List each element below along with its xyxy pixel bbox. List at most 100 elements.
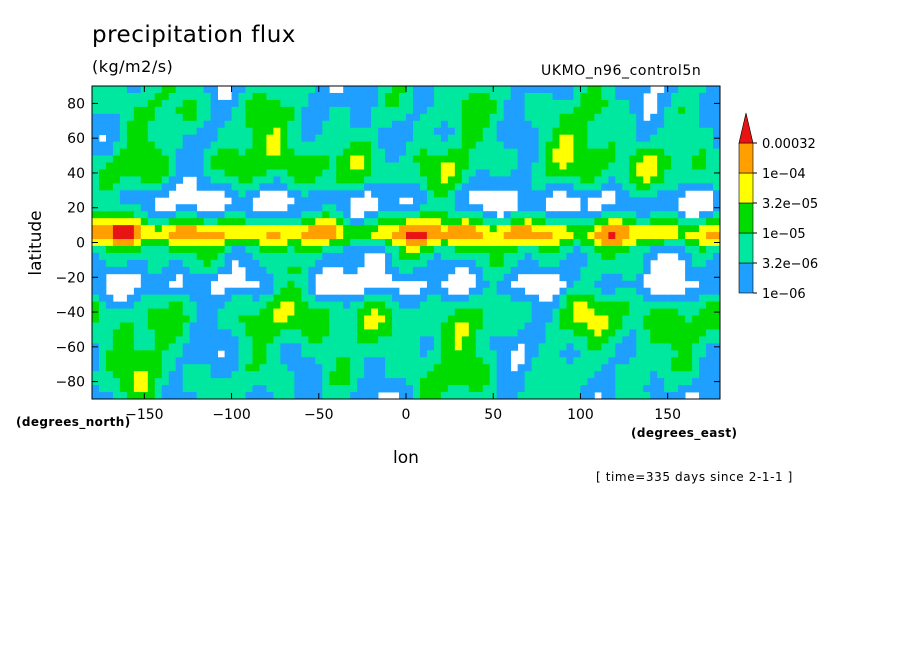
heatmap-cell [447, 232, 456, 240]
heatmap-cell [245, 113, 253, 122]
heatmap-cell [580, 127, 588, 136]
heatmap-cell [489, 378, 498, 386]
heatmap-cell [336, 343, 344, 351]
heatmap-cell [650, 329, 658, 337]
heatmap-cell [468, 183, 477, 191]
heatmap-cell [629, 315, 637, 323]
heatmap-cell [140, 308, 149, 316]
heatmap-cell [364, 336, 372, 344]
heatmap-cell [706, 169, 714, 177]
heatmap-cell [406, 218, 414, 226]
heatmap-cell [294, 225, 302, 233]
heatmap-cell [140, 92, 149, 101]
heatmap-cell [245, 127, 253, 136]
heatmap-cell [594, 245, 602, 254]
heatmap-cell [468, 162, 477, 170]
heatmap-cell [419, 204, 428, 212]
heatmap-cell [175, 225, 184, 233]
heatmap-cell [92, 86, 100, 94]
heatmap-cell [350, 92, 358, 101]
heatmap-cell [685, 245, 693, 254]
heatmap-cell [433, 204, 442, 212]
heatmap-cell [245, 273, 253, 282]
heatmap-cell [685, 120, 693, 129]
heatmap-cell [175, 99, 184, 108]
heatmap-cell [308, 86, 316, 94]
heatmap-cell [92, 322, 100, 330]
heatmap-cell [552, 301, 560, 309]
heatmap-cell [587, 134, 595, 143]
heatmap-cell [343, 322, 351, 330]
heatmap-cell [217, 357, 225, 365]
heatmap-cell [545, 86, 553, 94]
heatmap-cell [678, 86, 686, 94]
heatmap-cell [287, 183, 295, 191]
heatmap-cell [566, 343, 574, 351]
heatmap-cell [559, 378, 567, 386]
heatmap-cell [371, 392, 379, 400]
heatmap-cell [706, 252, 714, 261]
heatmap-cell [531, 148, 539, 156]
heatmap-cell [385, 259, 393, 268]
heatmap-cell [692, 308, 700, 316]
heatmap-cell [559, 364, 567, 372]
heatmap-cell [266, 218, 274, 226]
heatmap-cell [510, 211, 519, 219]
heatmap-cell [126, 113, 135, 122]
heatmap-cell [357, 371, 365, 379]
heatmap-cell [447, 141, 456, 149]
heatmap-cell [426, 301, 435, 309]
heatmap-cell [454, 385, 463, 393]
heatmap-cell [524, 183, 532, 191]
heatmap-cell [622, 350, 630, 358]
heatmap-cell [671, 190, 679, 198]
heatmap-cell [517, 127, 526, 136]
heatmap-cell [357, 385, 365, 393]
heatmap-cell [98, 301, 107, 309]
heatmap-cell [699, 176, 707, 184]
heatmap-cell [538, 252, 546, 261]
heatmap-cell [385, 364, 393, 372]
heatmap-cell [350, 169, 358, 177]
heatmap-cell [168, 315, 177, 323]
heatmap-cell [154, 113, 163, 122]
heatmap-cell [692, 148, 700, 156]
heatmap-cell [664, 120, 672, 129]
heatmap-cell [503, 294, 512, 303]
heatmap-cell [259, 134, 267, 143]
heatmap-cell [224, 204, 232, 212]
heatmap-cell [378, 113, 386, 122]
heatmap-cell [322, 252, 330, 261]
y-tick-label: 80 [67, 96, 85, 112]
heatmap-cell [664, 308, 672, 316]
heatmap-cell [699, 92, 707, 101]
heatmap-cell [496, 322, 505, 330]
heatmap-cell [552, 239, 560, 247]
heatmap-cell [154, 336, 163, 344]
heatmap-cell [147, 169, 156, 177]
heatmap-cell [189, 141, 198, 149]
heatmap-cell [552, 329, 560, 337]
heatmap-cell [657, 315, 665, 323]
heatmap-cell [482, 259, 491, 268]
heatmap-cell [503, 183, 512, 191]
heatmap-cell [699, 385, 707, 393]
heatmap-cell [531, 239, 539, 247]
heatmap-cell [399, 183, 407, 191]
heatmap-cell [608, 273, 616, 282]
heatmap-cell [245, 218, 253, 226]
heatmap-cell [350, 99, 358, 108]
heatmap-cell [433, 343, 442, 351]
heatmap-cell [503, 329, 512, 337]
heatmap-cell [322, 371, 330, 379]
heatmap-cell [252, 113, 260, 122]
heatmap-cell [524, 343, 532, 351]
heatmap-cell [175, 148, 184, 156]
heatmap-cell [399, 99, 407, 108]
heatmap-cell [524, 378, 532, 386]
heatmap-cell [412, 266, 421, 275]
heatmap-cell [475, 343, 484, 351]
heatmap-cell [406, 225, 414, 233]
heatmap-cell [231, 308, 239, 316]
heatmap-cell [685, 148, 693, 156]
